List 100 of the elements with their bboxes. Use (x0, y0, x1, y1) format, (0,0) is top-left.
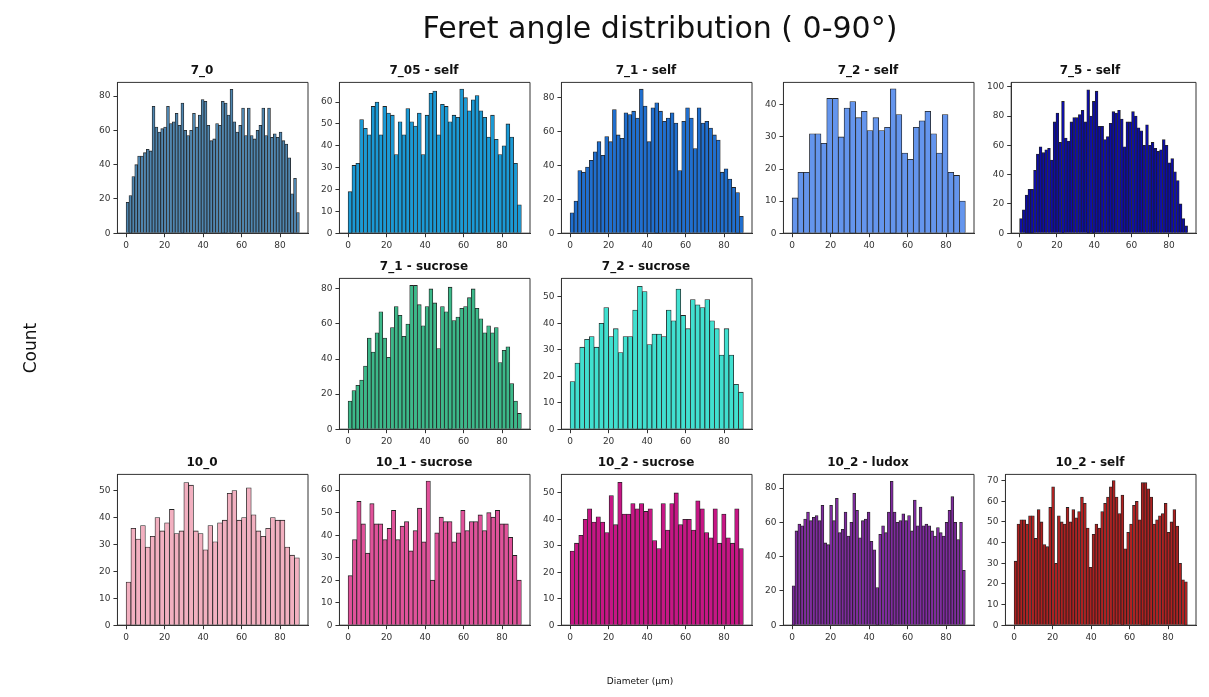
y-tick-label: 40 (987, 536, 999, 547)
x-tick-label: 40 (641, 435, 654, 446)
y-tick-label: 10 (987, 598, 999, 609)
y-tick-label: 0 (770, 619, 777, 630)
y-tick-label: 50 (321, 507, 333, 518)
x-tick-label: 80 (1163, 239, 1175, 250)
y-tick-label: 20 (992, 198, 1005, 209)
y-tick-label: 30 (321, 161, 333, 172)
y-tick-label: 0 (548, 227, 555, 238)
x-tick-label: 40 (419, 239, 432, 250)
x-tick-label: 0 (345, 631, 352, 642)
y-tick-label: 40 (321, 353, 333, 364)
x-tick-label: 0 (789, 631, 796, 642)
y-tick-label: 50 (321, 118, 333, 129)
x-tick-label: 80 (496, 435, 509, 446)
chart-title: 7_05 - self (389, 63, 460, 79)
x-tick-label: 20 (602, 631, 615, 642)
y-tick-label: 0 (548, 619, 555, 630)
y-tick-label: 10 (765, 195, 777, 206)
y-tick-label: 0 (548, 423, 555, 434)
y-tick-label: 60 (543, 125, 555, 136)
chart-title: 7_1 - self (615, 63, 678, 79)
x-tick-label: 40 (863, 239, 876, 250)
x-tick-label: 0 (1016, 239, 1023, 250)
x-tick-label: 0 (789, 239, 796, 250)
y-tick-label: 30 (99, 538, 111, 549)
x-tick-label: 0 (345, 239, 352, 250)
x-tick-label: 60 (679, 435, 692, 446)
x-tick-label: 40 (641, 239, 654, 250)
x-tick-label: 80 (718, 435, 731, 446)
x-tick-label: 40 (197, 239, 210, 250)
x-tick-label: 20 (380, 239, 393, 250)
y-tick-label: 0 (326, 619, 333, 630)
y-tick-label: 40 (321, 140, 333, 151)
x-tick-label: 60 (235, 631, 248, 642)
y-tick-label: 60 (321, 318, 333, 329)
y-tick-label: 20 (543, 193, 555, 204)
x-tick-label: 60 (1123, 631, 1136, 642)
x-tick-label: 60 (235, 239, 248, 250)
y-tick-label: 10 (99, 592, 111, 603)
x-tick-label: 80 (274, 631, 287, 642)
y-tick-label: 40 (765, 99, 777, 110)
chart-title: 10_2 - ludox (827, 455, 910, 471)
y-tick-label: 40 (321, 529, 333, 540)
x-tick-label: 20 (158, 631, 171, 642)
chart-title: 7_2 - sucrose (601, 259, 691, 275)
text: Count (20, 321, 40, 376)
y-tick-label: 20 (765, 163, 777, 174)
x-tick-label: 20 (602, 239, 615, 250)
x-tick-label: 20 (602, 435, 615, 446)
y-tick-label: 0 (104, 619, 111, 630)
x-tick-label: 60 (679, 631, 692, 642)
y-tick-label: 0 (992, 619, 999, 630)
y-tick-label: 20 (321, 388, 333, 399)
y-tick-label: 60 (765, 516, 777, 527)
y-tick-label: 20 (99, 565, 111, 576)
x-tick-label: 0 (123, 631, 130, 642)
x-tick-label: 0 (567, 239, 574, 250)
y-tick-label: 10 (321, 597, 333, 608)
y-tick-label: 30 (765, 131, 777, 142)
y-tick-label: 40 (543, 317, 555, 328)
x-tick-label: 60 (1125, 239, 1138, 250)
y-tick-label: 0 (326, 423, 333, 434)
y-tick-label: 50 (543, 487, 555, 498)
y-tick-label: 100 (986, 81, 1005, 92)
x-tick-label: 40 (1088, 239, 1101, 250)
x-tick-label: 80 (496, 239, 509, 250)
y-tick-label: 80 (765, 482, 777, 493)
y-tick-label: 10 (543, 397, 555, 408)
y-tick-label: 0 (998, 227, 1005, 238)
x-tick-label: 80 (718, 631, 731, 642)
y-tick-label: 80 (321, 283, 333, 294)
y-tick-label: 50 (987, 516, 999, 527)
y-tick-label: 40 (992, 168, 1005, 179)
x-tick-label: 40 (641, 631, 654, 642)
y-tick-label: 30 (987, 557, 999, 568)
x-tick-label: 0 (345, 435, 352, 446)
y-tick-label: 0 (104, 227, 111, 238)
y-tick-label: 50 (99, 484, 111, 495)
y-tick-label: 40 (99, 511, 111, 522)
x-tick-label: 20 (1046, 631, 1059, 642)
y-tick-label: 20 (543, 370, 555, 381)
chart-title: 7_2 - self (837, 63, 900, 79)
x-tick-label: 80 (1162, 631, 1175, 642)
y-tick-label: 70 (987, 474, 999, 485)
x-tick-label: 0 (123, 239, 130, 250)
y-tick-label: 10 (543, 593, 555, 604)
x-tick-label: 20 (380, 435, 393, 446)
x-tick-label: 60 (679, 239, 692, 250)
y-tick-label: 20 (765, 585, 777, 596)
chart-title: 7_0 (190, 63, 214, 79)
y-tick-label: 60 (987, 495, 999, 506)
y-tick-label: 20 (543, 566, 555, 577)
chart-title: 7_1 - sucrose (379, 259, 469, 275)
y-tick-label: 80 (543, 91, 555, 102)
x-tick-label: 60 (457, 239, 470, 250)
y-tick-label: 40 (543, 513, 555, 524)
y-tick-label: 60 (99, 124, 111, 135)
x-tick-label: 80 (496, 631, 509, 642)
y-tick-label: 30 (543, 344, 555, 355)
